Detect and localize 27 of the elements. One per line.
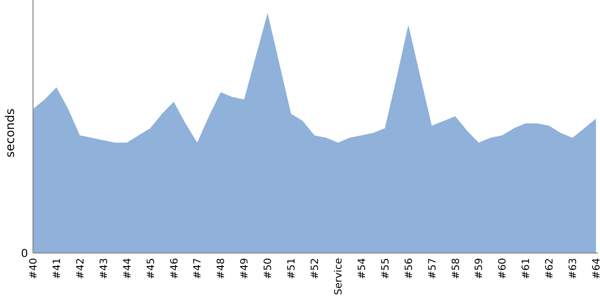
y-axis-title: seconds [3, 108, 17, 158]
x-tick-label: #45 [146, 258, 157, 280]
x-tick-label: #46 [169, 258, 180, 280]
x-tick-label: #54 [356, 258, 368, 280]
x-tick-label: #50 [263, 258, 274, 280]
x-tick-label: #51 [286, 258, 298, 280]
x-tick-label: #56 [404, 258, 415, 280]
x-tick-label: #47 [192, 258, 204, 280]
x-tick-label: #60 [498, 258, 509, 280]
x-tick-label: #41 [52, 258, 63, 280]
x-tick-label: #59 [474, 258, 486, 280]
x-tick-label: #61 [521, 258, 532, 280]
text: 0 [21, 246, 28, 260]
x-tick-label: #58 [450, 258, 462, 280]
x-tick-label: #40 [28, 258, 40, 280]
x-tick-label: #43 [98, 258, 110, 280]
x-tick-label: #57 [427, 258, 438, 280]
x-tick-label: Service [333, 258, 344, 295]
x-tick-label: #42 [75, 258, 86, 280]
x-tick-label: #44 [122, 258, 134, 280]
x-tick-label: #64 [592, 258, 600, 280]
x-tick-label: #49 [240, 258, 251, 280]
x-tick-label: #52 [310, 258, 321, 280]
x-tick-label: #55 [380, 258, 392, 280]
x-tick-label: #48 [216, 258, 228, 280]
x-tick-label: #62 [544, 258, 556, 280]
x-tick-label: #63 [568, 258, 580, 280]
